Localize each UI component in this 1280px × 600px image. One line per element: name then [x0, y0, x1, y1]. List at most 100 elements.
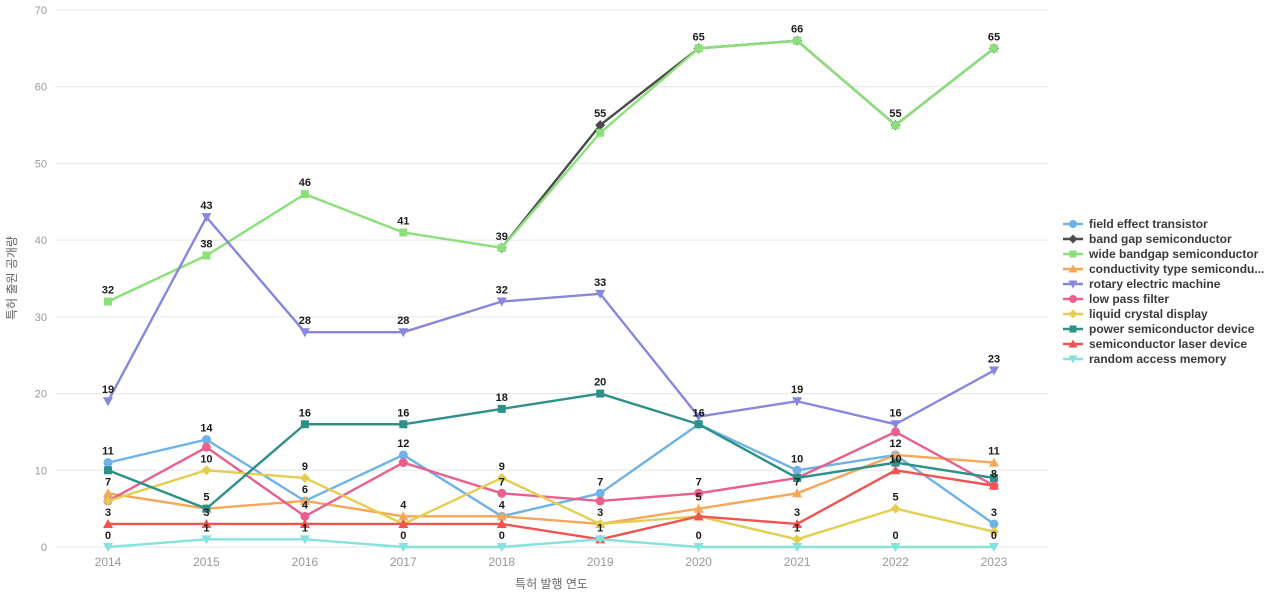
x-tick-label: 2015 — [193, 555, 220, 569]
y-tick-label: 30 — [35, 312, 47, 324]
x-tick-label: 2023 — [981, 555, 1008, 569]
legend-label: band gap semiconductor — [1089, 232, 1232, 246]
legend-item-conductivity-type-semicondu[interactable]: conductivity type semicondu... — [1063, 262, 1264, 276]
data-point-marker — [792, 397, 803, 407]
legend-marker-icon — [1069, 325, 1077, 333]
data-point-marker — [694, 488, 704, 498]
legend-item-band-gap-semiconductor[interactable]: band gap semiconductor — [1063, 232, 1232, 246]
legend-label: field effect transistor — [1089, 217, 1208, 231]
data-point-marker — [989, 44, 998, 53]
legend-item-wide-bandgap-semiconductor[interactable]: wide bandgap semiconductor — [1063, 247, 1259, 261]
data-point-marker — [399, 228, 408, 237]
legend-label: semiconductor laser device — [1089, 337, 1247, 351]
data-point-marker — [201, 518, 212, 528]
x-axis-title: 특허 발행 연도 — [515, 576, 588, 591]
y-tick-label: 0 — [41, 542, 47, 554]
legend-item-rotary-electric-machine[interactable]: rotary electric machine — [1063, 277, 1221, 291]
legend-marker-icon — [1068, 355, 1078, 364]
data-point-marker — [890, 465, 901, 475]
legend-label: liquid crystal display — [1089, 307, 1208, 321]
data-label: 0 — [499, 530, 505, 542]
legend-label: low pass filter — [1089, 292, 1169, 306]
series-field-effect-transistor — [103, 419, 999, 529]
legend-item-random-access-memory[interactable]: random access memory — [1063, 352, 1227, 366]
data-point-marker — [398, 328, 409, 338]
data-point-marker — [694, 420, 703, 429]
data-label: 12 — [889, 438, 901, 450]
data-point-marker — [988, 526, 999, 537]
data-point-marker — [891, 121, 900, 130]
legend-marker-icon — [1069, 220, 1077, 228]
data-point-marker — [398, 450, 408, 460]
data-label: 9 — [499, 461, 505, 473]
y-axis-title: 특허 출원 공개량 — [5, 236, 19, 320]
data-point-marker — [793, 473, 802, 482]
data-point-marker — [890, 543, 901, 552]
data-label: 7 — [499, 476, 505, 488]
data-label: 1 — [597, 522, 603, 534]
data-label: 7 — [597, 476, 603, 488]
data-label: 3 — [794, 507, 800, 519]
data-label: 41 — [397, 215, 409, 227]
legend-label: wide bandgap semiconductor — [1088, 247, 1259, 261]
data-point-marker — [693, 511, 704, 521]
legend-label: rotary electric machine — [1089, 277, 1221, 291]
legend-item-semiconductor-laser-device[interactable]: semiconductor laser device — [1063, 337, 1247, 351]
y-tick-label: 20 — [35, 389, 47, 401]
series-semiconductor-laser-device — [103, 465, 999, 544]
data-point-marker — [890, 503, 901, 514]
legend-marker-icon — [1068, 339, 1078, 348]
series-random-access-memory — [103, 535, 999, 552]
legend-item-field-effect-transistor[interactable]: field effect transistor — [1063, 217, 1208, 231]
data-point-marker — [103, 488, 113, 498]
data-point-marker — [104, 466, 112, 475]
data-label: 0 — [991, 530, 997, 542]
data-label: 12 — [397, 438, 409, 450]
series-band-gap-semiconductor — [496, 35, 999, 253]
data-label: 65 — [693, 31, 705, 43]
series-line — [106, 469, 996, 541]
data-point-marker — [988, 480, 999, 490]
data-point-marker — [890, 449, 901, 459]
series-line — [106, 469, 996, 541]
legend-label: random access memory — [1089, 352, 1227, 366]
legend-item-power-semiconductor-device[interactable]: power semiconductor device — [1063, 322, 1255, 336]
y-tick-label: 60 — [35, 82, 47, 94]
data-point-marker — [399, 420, 408, 429]
data-label: 66 — [791, 24, 803, 36]
data-label: 7 — [794, 476, 800, 488]
data-point-marker — [497, 243, 506, 252]
x-tick-label: 2020 — [685, 555, 712, 569]
data-point-marker — [202, 251, 211, 260]
data-label: 18 — [496, 392, 508, 404]
data-label: 1 — [302, 522, 308, 534]
data-label: 20 — [594, 377, 606, 389]
data-point-marker — [299, 328, 310, 338]
data-label: 38 — [200, 238, 212, 250]
data-label: 33 — [594, 277, 606, 289]
legend-item-liquid-crystal-display[interactable]: liquid crystal display — [1063, 307, 1208, 321]
data-point-marker — [595, 518, 606, 529]
data-label: 8 — [991, 469, 997, 481]
data-label: 46 — [299, 177, 311, 189]
data-point-marker — [595, 488, 605, 498]
data-point-marker — [300, 511, 310, 521]
data-point-marker — [103, 495, 113, 506]
data-point-marker — [496, 511, 507, 521]
legend-item-low-pass-filter[interactable]: low pass filter — [1063, 292, 1169, 306]
data-point-marker — [202, 504, 211, 513]
data-point-marker — [300, 190, 309, 199]
data-point-marker — [496, 472, 507, 483]
data-label: 6 — [302, 484, 308, 496]
x-tick-label: 2018 — [488, 555, 515, 569]
data-label: 55 — [594, 108, 606, 120]
x-tick-label: 2016 — [292, 555, 319, 569]
data-point-marker — [595, 289, 606, 299]
y-tick-label: 50 — [35, 158, 47, 170]
series-rotary-electric-machine — [103, 213, 999, 430]
data-point-marker — [891, 427, 901, 437]
data-point-marker — [694, 44, 703, 53]
data-point-marker — [497, 488, 507, 498]
series-power-semiconductor-device — [104, 389, 998, 513]
